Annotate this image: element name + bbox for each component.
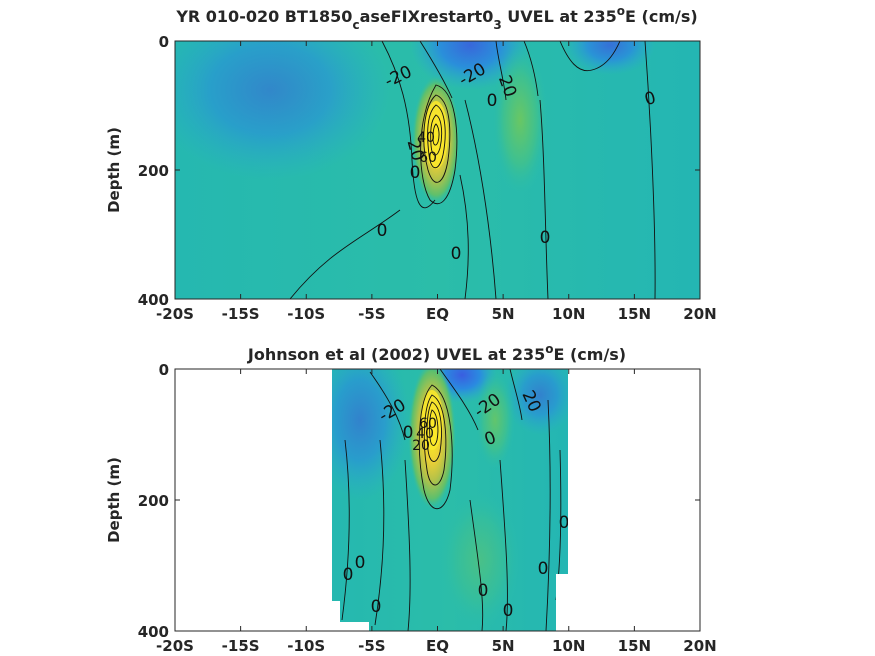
- y-axis-label: Depth (m): [105, 457, 123, 543]
- heatmap-field: -20 -20 20 0 0 20 40 60 0 0 0 0: [175, 41, 700, 299]
- panel-observations: Johnson et al (2002) UVEL at 235oE (cm/s…: [105, 342, 717, 655]
- x-tick-label: 20N: [683, 305, 716, 323]
- contour-label: 0: [538, 559, 549, 579]
- contour-label: 40: [417, 130, 435, 146]
- contour-label: 0: [377, 221, 388, 241]
- x-tick-label: -10S: [287, 637, 325, 655]
- chart-title: Johnson et al (2002) UVEL at 235oE (cm/s…: [247, 342, 626, 364]
- contour-label: 20: [412, 438, 430, 454]
- contour-label: 0: [478, 581, 489, 601]
- contour-label: 60: [419, 150, 437, 166]
- contour-label: 0: [642, 88, 658, 110]
- contour-label: 0: [343, 565, 354, 585]
- contour-lines: [289, 41, 656, 299]
- panel-model: YR 010-020 BT1850caseFIXrestart03 UVEL a…: [105, 4, 717, 323]
- y-tick-label: 200: [138, 492, 169, 510]
- contour-label: 0: [559, 513, 570, 533]
- contour-label: 0: [403, 423, 414, 443]
- x-tick-label: -20S: [156, 305, 194, 323]
- contour-lines: [341, 369, 562, 631]
- contour-label: 0: [540, 228, 551, 248]
- x-tick-label: -15S: [222, 637, 260, 655]
- x-tick-label: -10S: [287, 305, 325, 323]
- heatmap-field: -20 -20 20 0 0 20 40 60 0 0 0 0 0 0 0: [332, 369, 570, 631]
- contour-label: 60: [419, 416, 437, 432]
- contour-label: 40: [416, 426, 434, 442]
- x-tick-label: 5N: [492, 305, 515, 323]
- contour-label: 0: [355, 553, 366, 573]
- contour-label: 0: [503, 601, 514, 621]
- y-tick-label: 200: [138, 162, 169, 180]
- x-tick-label: 10N: [552, 637, 585, 655]
- chart-title: YR 010-020 BT1850caseFIXrestart03 UVEL a…: [175, 4, 697, 32]
- x-tick-label: -5S: [358, 305, 385, 323]
- contour-label: 0: [487, 91, 498, 111]
- x-tick-label: 15N: [618, 637, 651, 655]
- y-tick-label: 400: [138, 623, 169, 641]
- contour-label: 0: [451, 244, 462, 264]
- contour-label: 0: [410, 163, 421, 183]
- x-tick-label: -5S: [358, 637, 385, 655]
- y-tick-label: 0: [159, 33, 169, 51]
- x-tick-label: -15S: [222, 305, 260, 323]
- x-tick-label: EQ: [426, 637, 449, 655]
- y-axis-label: Depth (m): [105, 127, 123, 213]
- contour-label: 0: [371, 597, 382, 617]
- x-tick-label: 20N: [683, 637, 716, 655]
- x-tick-label: 15N: [618, 305, 651, 323]
- x-tick-label: 5N: [492, 637, 515, 655]
- y-tick-label: 400: [138, 291, 169, 309]
- y-tick-label: 0: [159, 361, 169, 379]
- x-tick-label: EQ: [426, 305, 449, 323]
- x-tick-label: 10N: [552, 305, 585, 323]
- x-tick-label: -20S: [156, 637, 194, 655]
